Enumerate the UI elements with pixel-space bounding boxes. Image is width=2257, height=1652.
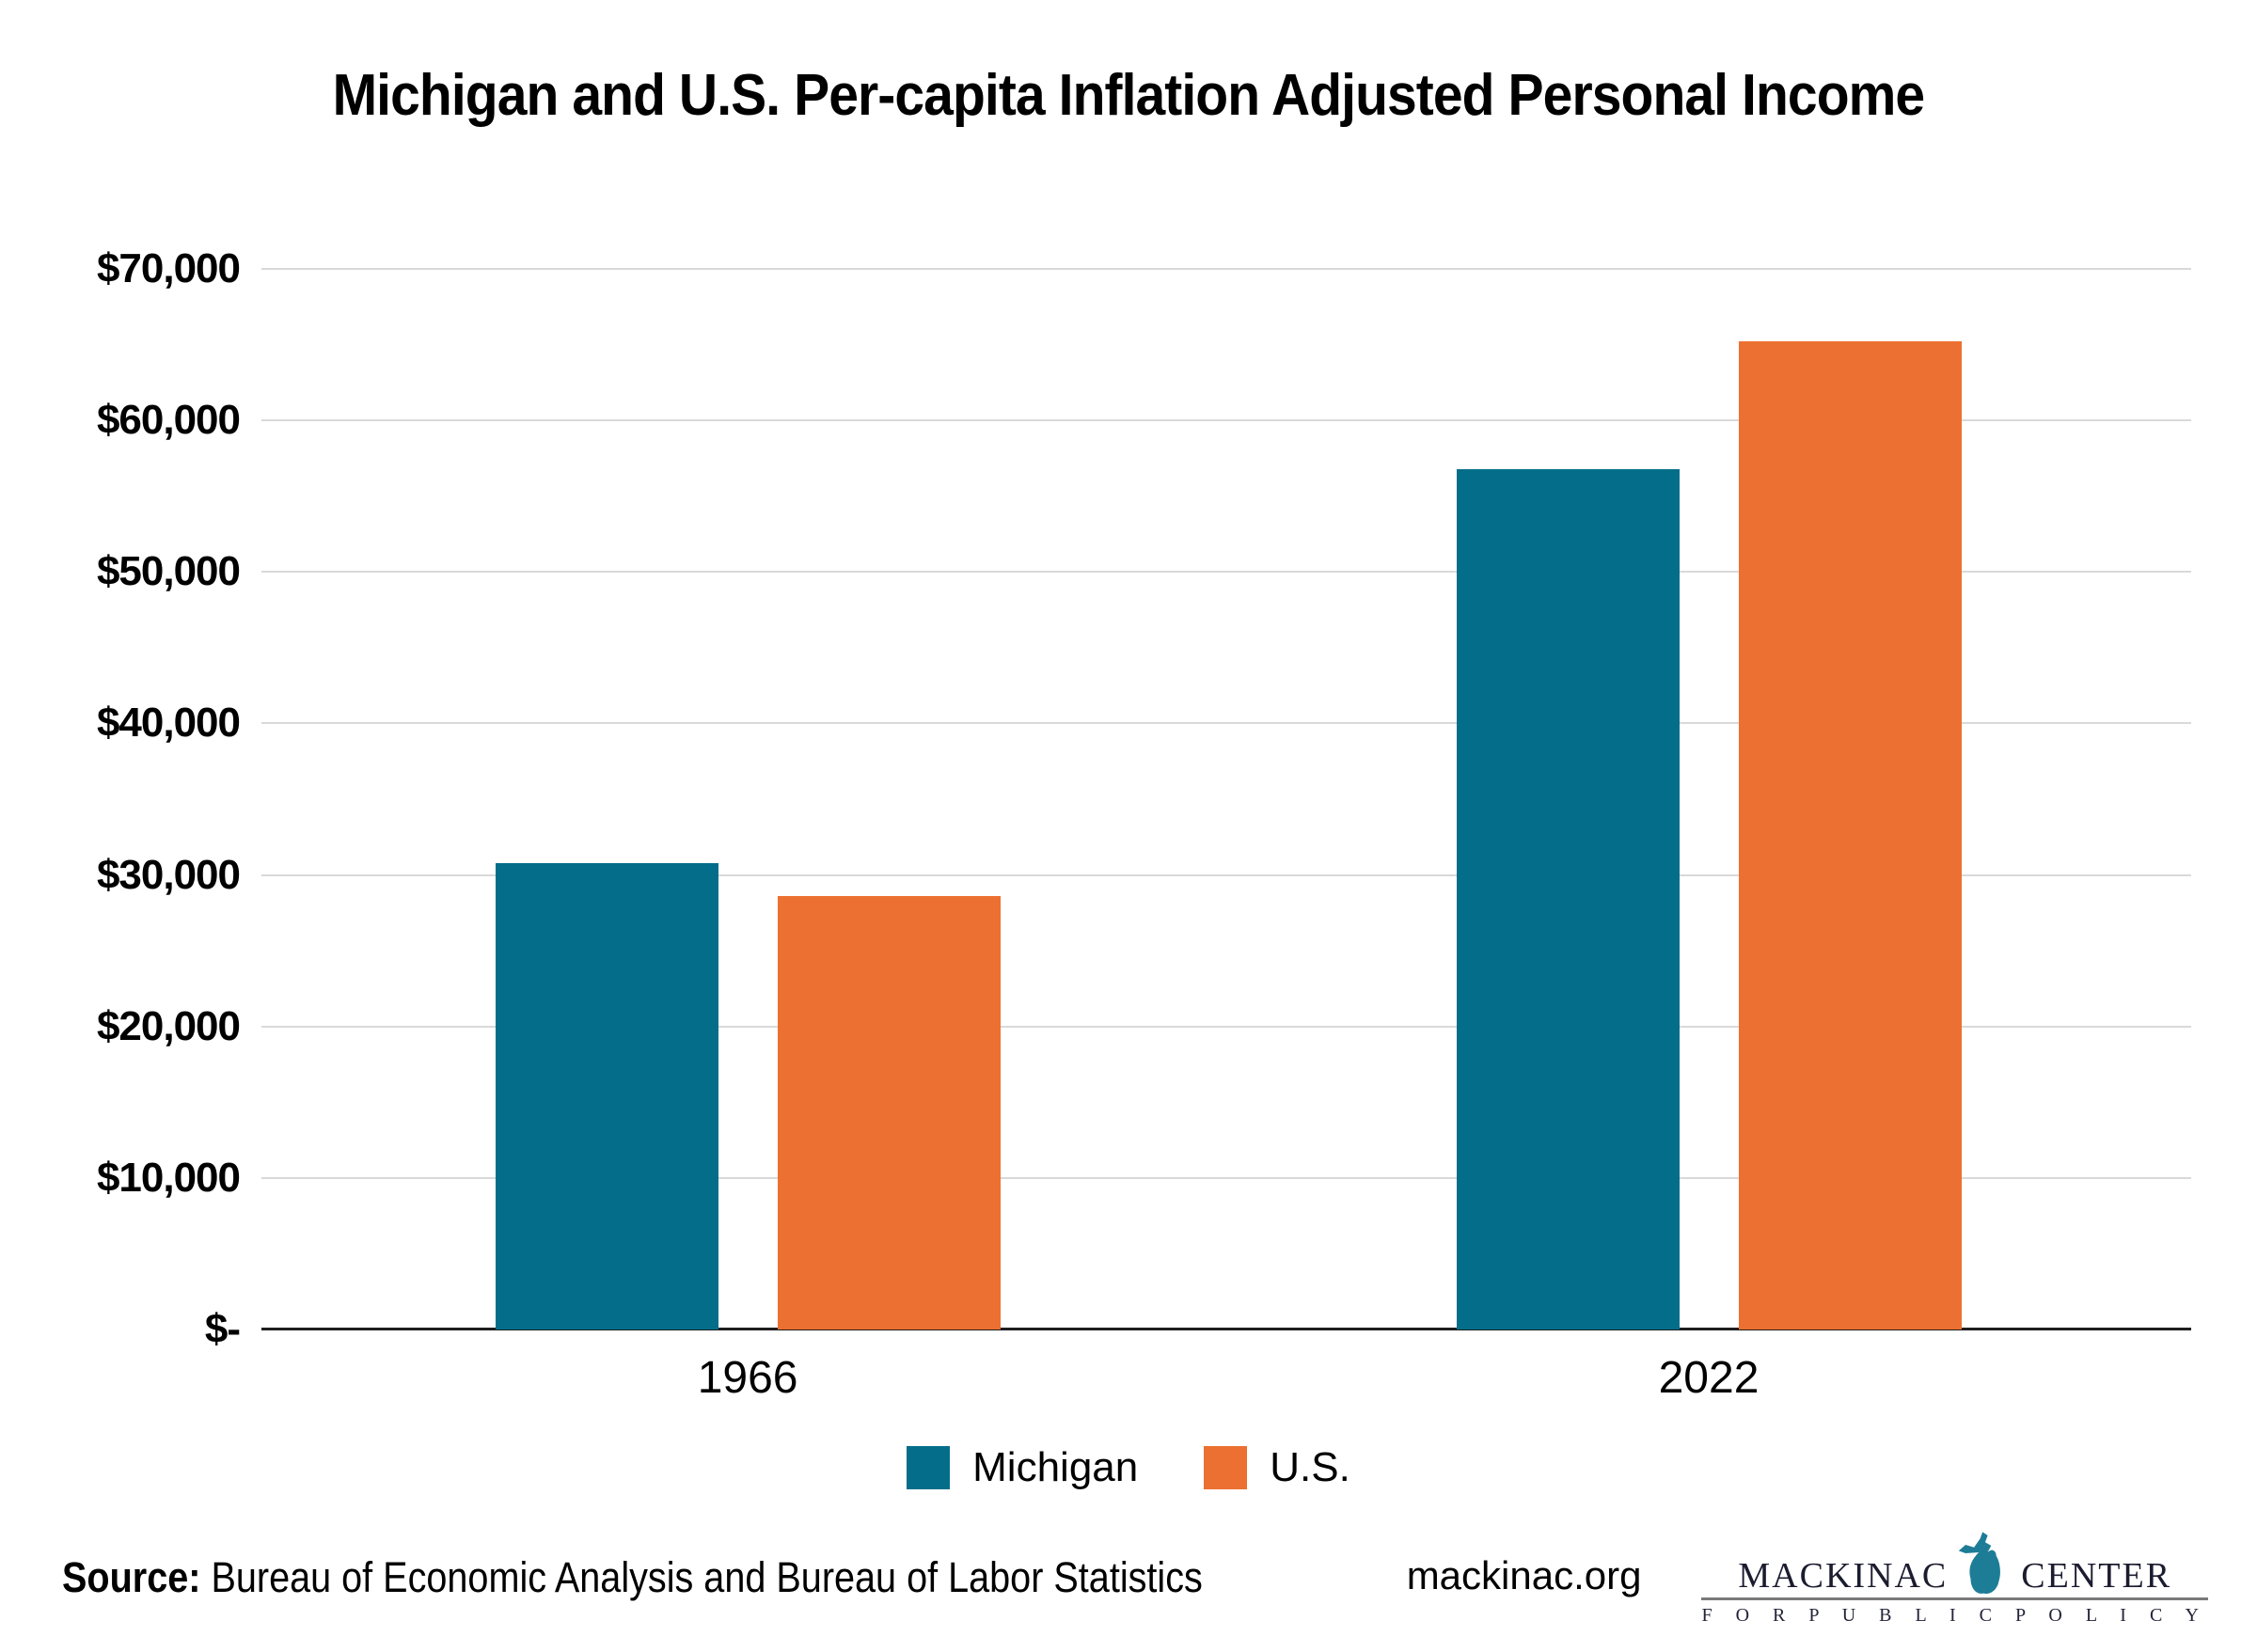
mackinac-center-logo: MACKINAC CENTER F O R P U B L I C P O L … bbox=[1701, 1525, 2208, 1627]
source-label: Source: bbox=[62, 1553, 201, 1601]
gridline-50000 bbox=[261, 571, 2191, 574]
legend: Michigan U.S. bbox=[0, 1444, 2257, 1491]
logo-tagline: F O R P U B L I C P O L I C Y bbox=[1701, 1605, 2208, 1626]
legend-item-us: U.S. bbox=[1204, 1444, 1350, 1491]
gridline-60000 bbox=[261, 419, 2191, 422]
legend-label: U.S. bbox=[1270, 1444, 1350, 1490]
logo-word-center: CENTER bbox=[2021, 1556, 2172, 1596]
logo-word-mackinac: MACKINAC bbox=[1738, 1556, 1949, 1596]
footer-right: mackinac.org MACKINAC CENTER F O R P U B… bbox=[1407, 1525, 2208, 1627]
legend-swatch-michigan bbox=[907, 1446, 951, 1489]
y-tick-label-0: $- bbox=[204, 1306, 241, 1352]
y-tick-label-60000: $60,000 bbox=[96, 397, 241, 444]
legend-label: Michigan bbox=[972, 1444, 1139, 1490]
y-tick-label-10000: $10,000 bbox=[96, 1154, 241, 1201]
chart-title: Michigan and U.S. Per-capita Inflation A… bbox=[332, 63, 1926, 128]
bar-us-2022 bbox=[1738, 341, 1962, 1329]
bar-us-1966 bbox=[777, 896, 1001, 1329]
website-link: mackinac.org bbox=[1406, 1553, 1642, 1597]
y-tick-label-70000: $70,000 bbox=[96, 245, 241, 291]
x-tick-label-2022: 2022 bbox=[1658, 1353, 1760, 1403]
x-axis-line bbox=[261, 1328, 2191, 1330]
gridline-70000 bbox=[261, 268, 2191, 270]
bar-michigan-2022 bbox=[1456, 468, 1680, 1329]
y-tick-label-40000: $40,000 bbox=[96, 700, 241, 747]
y-tick-label-30000: $30,000 bbox=[96, 851, 241, 898]
gridline-20000 bbox=[261, 1025, 2191, 1028]
legend-swatch-us bbox=[1204, 1446, 1248, 1489]
source-note: Source: Bureau of Economic Analysis and … bbox=[62, 1553, 1358, 1602]
michigan-state-icon bbox=[1959, 1532, 2001, 1594]
chart-title-wrap: Michigan and U.S. Per-capita Inflation A… bbox=[0, 62, 2257, 129]
source-text: Bureau of Economic Analysis and Bureau o… bbox=[200, 1553, 1203, 1601]
y-tick-label-50000: $50,000 bbox=[96, 548, 241, 595]
bar-michigan-1966 bbox=[495, 862, 718, 1329]
y-tick-label-20000: $20,000 bbox=[96, 1002, 241, 1049]
gridline-30000 bbox=[261, 873, 2191, 876]
x-tick-label-1966: 1966 bbox=[697, 1353, 798, 1403]
gridline-10000 bbox=[261, 1176, 2191, 1179]
gridline-40000 bbox=[261, 722, 2191, 725]
logo-rule bbox=[1701, 1597, 2208, 1600]
legend-item-michigan: Michigan bbox=[907, 1444, 1138, 1491]
